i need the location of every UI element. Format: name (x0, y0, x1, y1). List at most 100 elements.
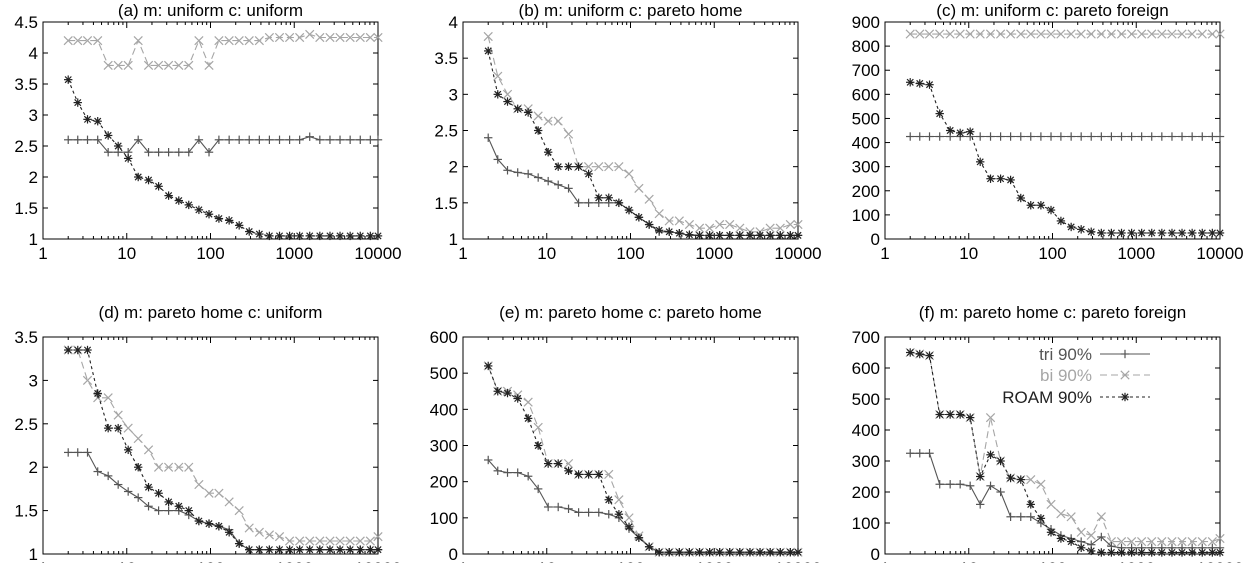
data-point-tri (584, 198, 593, 208)
data-point-bi (204, 60, 214, 71)
data-point-bi-stroke (483, 31, 493, 42)
data-point-bi (335, 32, 345, 43)
data-point-roam (214, 522, 224, 531)
data-point-roam-stroke (794, 231, 802, 239)
data-point-bi-stroke (1126, 29, 1137, 39)
data-point-roam (755, 547, 765, 557)
data-point-bi-stroke (163, 60, 174, 71)
data-point-bi-stroke (985, 412, 996, 423)
data-point-roam (503, 97, 512, 106)
data-point-roam-stroke (1027, 201, 1035, 209)
data-point-roam (695, 547, 704, 557)
y-tick-label: 1 (449, 230, 458, 249)
plot-frame (462, 21, 799, 240)
data-point-tri (1107, 132, 1116, 141)
data-point-roam-stroke (925, 81, 934, 89)
data-point-roam-stroke (544, 460, 552, 468)
data-point-tri (986, 132, 995, 141)
data-point-bi (563, 458, 574, 469)
data-point-bi-stroke (73, 35, 83, 46)
data-point-bi (1197, 536, 1207, 547)
data-point-bi-stroke (133, 35, 143, 46)
data-point-roam (654, 547, 664, 557)
data-point-roam (976, 157, 985, 167)
data-point-roam (564, 466, 573, 476)
data-point-roam-stroke (195, 206, 203, 214)
data-point-bi (163, 60, 174, 71)
y-tick-label: 0 (449, 545, 458, 563)
data-point-bi-stroke (965, 29, 975, 39)
data-point-roam-stroke (1168, 548, 1176, 557)
data-point-tri (1187, 132, 1197, 141)
y-tick-label: 1.5 (14, 502, 38, 521)
data-point-bi (1147, 536, 1157, 547)
data-point-tri (144, 502, 153, 511)
data-point-roam (1177, 548, 1187, 557)
y-tick-label: 600 (430, 328, 458, 347)
y-tick-label: 1 (29, 545, 38, 563)
data-point-roam (976, 472, 985, 481)
data-point-bi (305, 29, 315, 40)
data-point-roam-stroke (225, 216, 233, 224)
data-point-roam (533, 126, 543, 135)
data-point-bi (704, 223, 715, 233)
data-point-roam-stroke (645, 220, 653, 229)
chart-panel-d: (d) m: pareto home c: uniform 1 1.5 2 2.5 3 3.… (14, 303, 401, 568)
data-point-bi-stroke (335, 32, 345, 43)
data-point-bi (1046, 29, 1056, 39)
data-point-roam-stroke (374, 232, 382, 240)
data-point-roam (644, 542, 654, 551)
legend-label-roam: ROAM 90% (1002, 388, 1092, 407)
data-point-bi (234, 505, 244, 516)
data-point-bi-stroke (533, 111, 543, 121)
data-point-bi (1076, 29, 1086, 39)
data-point-bi (244, 523, 254, 533)
data-point-roam (906, 348, 915, 357)
data-point-bi-stroke (214, 35, 224, 46)
data-point-bi-stroke (1187, 536, 1197, 547)
data-point-roam-stroke (534, 126, 542, 135)
data-point-bi-stroke (184, 60, 194, 71)
data-point-roam-stroke (746, 231, 754, 239)
data-point-bi (355, 536, 365, 546)
data-point-roam-stroke (265, 546, 273, 554)
data-point-roam (224, 528, 234, 537)
data-point-bi-stroke (1157, 29, 1167, 39)
x-tick-label: 1 (880, 559, 889, 563)
data-point-roam (325, 231, 335, 241)
data-point-bi-stroke (1056, 509, 1066, 519)
data-point-bi-stroke (194, 479, 204, 490)
data-point-bi-stroke (1056, 29, 1066, 39)
data-point-bi-stroke (563, 458, 574, 469)
data-point-bi-stroke (234, 35, 244, 46)
data-point-roam-stroke (175, 502, 183, 510)
data-point-bi-stroke (915, 29, 925, 39)
data-point-roam-stroke (1158, 229, 1166, 237)
data-point-roam (955, 410, 965, 419)
data-point-bi-stroke (284, 32, 295, 43)
data-point-roam-stroke (1138, 548, 1146, 557)
data-point-roam (1157, 228, 1167, 238)
data-point-roam-stroke (104, 424, 112, 432)
data-point-bi (924, 29, 935, 39)
data-point-bi (1016, 29, 1026, 39)
data-point-bi (1177, 536, 1187, 547)
data-point-roam-stroke (986, 451, 995, 459)
data-point-tri (325, 135, 335, 144)
data-point-roam-stroke (1198, 229, 1206, 237)
data-point-tri (1208, 132, 1217, 141)
data-point-roam (1117, 548, 1126, 557)
x-tick-label: 10 (117, 244, 136, 263)
data-point-bi-stroke (274, 32, 285, 43)
data-point-bi-stroke (684, 219, 695, 230)
data-point-roam (634, 213, 644, 222)
data-point-bi (153, 462, 164, 472)
data-point-bi (335, 536, 345, 546)
data-point-bi (604, 162, 614, 172)
data-point-tri (345, 135, 355, 144)
data-point-bi (284, 32, 295, 43)
y-tick-label: 0 (871, 230, 880, 249)
data-point-roam (776, 547, 785, 557)
data-point-roam-stroke (625, 523, 633, 531)
data-point-bi (1056, 29, 1066, 39)
